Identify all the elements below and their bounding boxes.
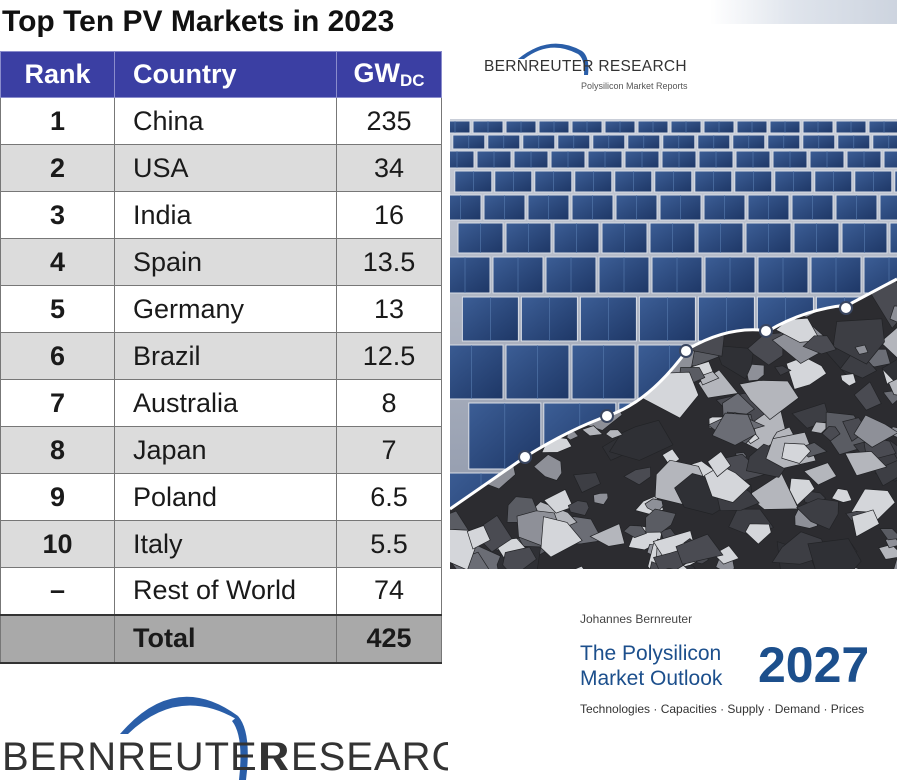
gw-cell: 7 [336,426,442,474]
gw-cell: 5.5 [336,520,442,568]
pv-markets-table: Rank Country GWDC 1 China 235 2 USA 34 3 India 1… [0,51,442,664]
rank-cell: 4 [0,238,115,286]
rank-cell: 5 [0,285,115,333]
table-row: 5 Germany 13 [0,285,442,333]
table-header-row: Rank Country GWDC [0,51,442,98]
report-cover: BERNREUTER RESEARCH Polysilicon Market R… [448,0,897,782]
table-row: 3 India 16 [0,191,442,239]
rank-header: Rank [0,51,115,98]
cover-logo-tagline: Polysilicon Market Reports [581,81,688,91]
table-row: 7 Australia 8 [0,379,442,427]
country-cell: USA [114,144,337,192]
total-value: 425 [336,613,442,664]
photo-illustration [450,119,897,569]
cover-logo: BERNREUTER RESEARCH Polysilicon Market R… [478,35,708,95]
country-cell: Japan [114,426,337,474]
gw-cell: 16 [336,191,442,239]
solar-panels-silicon-chunks-image [450,119,897,569]
table-row: 6 Brazil 12.5 [0,332,442,380]
country-cell: China [114,97,337,145]
total-row: Total 425 [0,613,442,664]
report-title-line2: Market Outlook [580,667,723,690]
country-cell: Australia [114,379,337,427]
logo-arc-icon [120,696,248,780]
report-title-line1: The Polysilicon [580,642,722,665]
gw-cell: 74 [336,567,442,615]
total-label: Total [114,613,337,664]
gw-cell: 13 [336,285,442,333]
table-row: 9 Poland 6.5 [0,473,442,521]
table-row: 4 Spain 13.5 [0,238,442,286]
rank-cell: 6 [0,332,115,380]
rank-cell: – [0,567,115,615]
country-cell: India [114,191,337,239]
table-row: 8 Japan 7 [0,426,442,474]
country-cell: Rest of World [114,567,337,615]
country-cell: Germany [114,285,337,333]
total-rank-cell [0,613,115,664]
gw-header-sub: DC [399,71,425,90]
report-subtitle: Technologies · Capacities · Supply · Dem… [580,702,865,716]
rank-cell: 8 [0,426,115,474]
report-title: The Polysilicon Market Outlook [580,641,722,691]
gw-cell: 6.5 [336,473,442,521]
country-cell: Poland [114,473,337,521]
table-row: 2 USA 34 [0,144,442,192]
report-year: 2027 [758,637,870,693]
gw-cell: 235 [336,97,442,145]
logo-word-bernreuter: BERNREUTER [2,735,288,779]
cover-logo-arc-icon [518,43,589,75]
rank-cell: 3 [0,191,115,239]
rank-cell: 10 [0,520,115,568]
table-row: 1 China 235 [0,97,442,145]
rank-cell: 1 [0,97,115,145]
rank-cell: 2 [0,144,115,192]
report-author: Johannes Bernreuter [580,612,693,626]
gw-cell: 12.5 [336,332,442,380]
country-cell: Brazil [114,332,337,380]
country-cell: Italy [114,520,337,568]
cover-logo-name: BERNREUTER RESEARCH [484,58,687,75]
rank-cell: 7 [0,379,115,427]
gw-cell: 34 [336,144,442,192]
bernreuter-logo: BERNREUTER RESEARCH [0,676,490,782]
table-title: Top Ten PV Markets in 2023 [2,5,395,38]
cover-corner-fold [710,0,897,24]
country-header: Country [114,51,337,98]
gw-cell: 8 [336,379,442,427]
gw-header: GWDC [336,51,442,98]
gw-cell: 13.5 [336,238,442,286]
country-cell: Spain [114,238,337,286]
table-row: 10 Italy 5.5 [0,520,442,568]
rank-cell: 9 [0,473,115,521]
table-row: – Rest of World 74 [0,567,442,615]
gw-header-label: GW [353,58,400,88]
